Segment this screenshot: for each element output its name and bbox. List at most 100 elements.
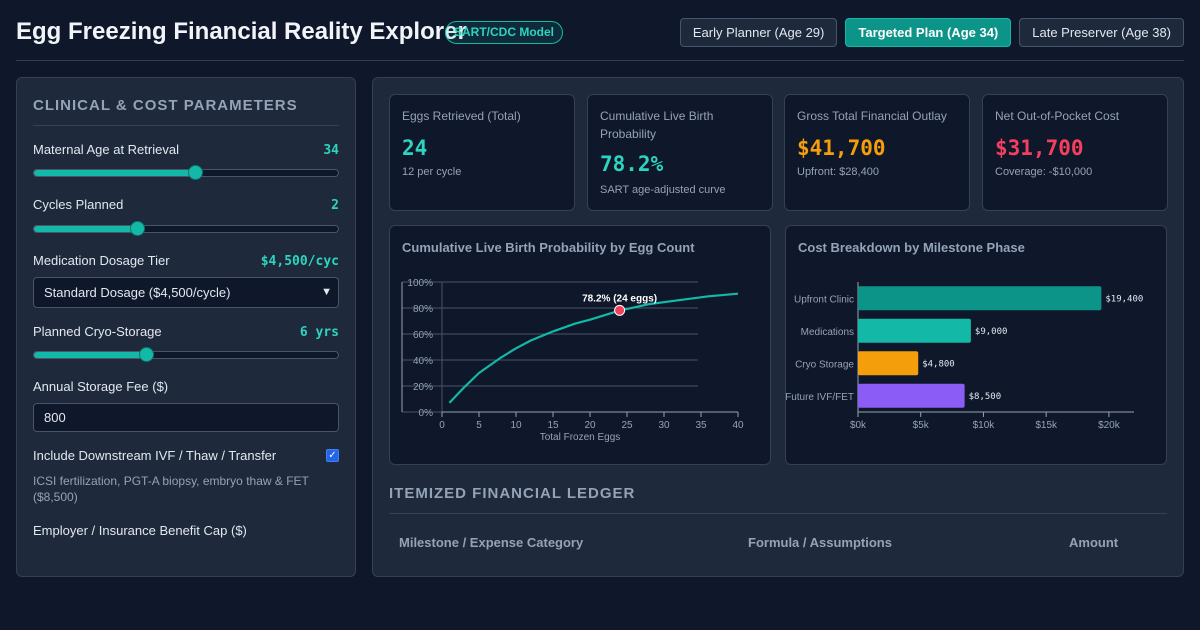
storage-label: Planned Cryo-Storage (33, 324, 162, 339)
y-tick-label: 0% (419, 408, 434, 419)
cycles-slider-fill (34, 226, 138, 232)
downstream-label: Include Downstream IVF / Thaw / Transfer (33, 448, 277, 463)
divider (389, 513, 1167, 514)
x-tick-label: 35 (695, 420, 707, 431)
medication-label: Medication Dosage Tier (33, 253, 170, 268)
x-tick-label: 25 (621, 420, 633, 431)
card-subtext: SART age-adjusted curve (600, 184, 726, 196)
benefit-label: Employer / Insurance Benefit Cap ($) (33, 523, 247, 538)
storage-slider-thumb[interactable] (139, 347, 155, 362)
cost-breakdown-chart-title: Cost Breakdown by Milestone Phase (798, 240, 1025, 255)
x-tick-label: 10 (510, 420, 522, 431)
storage-slider[interactable] (33, 347, 339, 362)
card-label: Cumulative Live Birth Probability (600, 109, 714, 141)
x-tick-label: $0k (850, 420, 867, 431)
highlight-label: 78.2% (24 eggs) (582, 293, 657, 304)
card-label: Gross Total Financial Outlay (797, 109, 947, 123)
probability-chart-title: Cumulative Live Birth Probability by Egg… (402, 240, 695, 255)
storage-value: 6 yrs (299, 325, 339, 340)
card-subtext: Coverage: -$10,000 (995, 166, 1093, 178)
ledger-header-category[interactable]: Milestone / Expense Category (399, 535, 584, 550)
card-value: $31,700 (995, 136, 1084, 160)
cycles-slider[interactable] (33, 221, 339, 236)
x-axis-label: Total Frozen Eggs (540, 432, 621, 443)
medication-value: $4,500/cyc (260, 254, 339, 269)
card-value: 78.2% (600, 152, 664, 176)
bar-value-label: $9,000 (975, 327, 1008, 337)
preset-late-preserver-button[interactable]: Late Preserver (Age 38) (1019, 18, 1184, 47)
age-value: 34 (323, 143, 339, 158)
cost-bar (858, 351, 919, 376)
gross-outlay-card: Gross Total Financial Outlay $41,700 Upf… (784, 94, 970, 211)
storage-fee-label: Annual Storage Fee ($) (33, 379, 169, 394)
preset-early-planner-button[interactable]: Early Planner (Age 29) (679, 18, 838, 47)
card-value: 24 (402, 136, 428, 160)
category-label: Future IVF/FET (786, 392, 854, 403)
x-tick-label: $10k (973, 420, 996, 431)
results-panel: Eggs Retrieved (Total) 24 12 per cycle C… (372, 77, 1184, 577)
x-tick-label: $5k (913, 420, 930, 431)
downstream-checkbox[interactable]: ✓ (326, 449, 339, 462)
page-title: Egg Freezing Financial Reality Explorer (16, 18, 467, 45)
eggs-retrieved-card: Eggs Retrieved (Total) 24 12 per cycle (389, 94, 575, 211)
cost-breakdown-chart: Upfront Clinic $19,400 Medications $9,000 Cr… (786, 282, 1143, 431)
card-value: $41,700 (797, 136, 886, 160)
cost-bar (858, 318, 971, 343)
card-subtext: Upfront: $28,400 (797, 166, 879, 178)
x-tick-label: 0 (439, 420, 445, 431)
preset-targeted-plan-button[interactable]: Targeted Plan (Age 34) (845, 18, 1012, 47)
y-tick-label: 60% (413, 330, 433, 341)
bar-value-label: $19,400 (1105, 294, 1143, 304)
preset-group: Early Planner (Age 29) Targeted Plan (Ag… (679, 18, 1184, 47)
x-tick-label: 20 (584, 420, 596, 431)
card-label: Eggs Retrieved (Total) (402, 109, 521, 123)
y-tick-label: 40% (413, 356, 433, 367)
medication-selected-option: Standard Dosage ($4,500/cycle) (44, 285, 231, 300)
live-birth-probability-card: Cumulative Live Birth Probability 78.2% … (587, 94, 773, 211)
cost-bar (858, 286, 1102, 311)
ledger-header-formula[interactable]: Formula / Assumptions (748, 535, 892, 550)
net-out-of-pocket-card: Net Out-of-Pocket Cost $31,700 Coverage:… (982, 94, 1168, 211)
x-tick-label: 30 (658, 420, 670, 431)
card-subtext: 12 per cycle (402, 166, 462, 178)
downstream-hint: ICSI fertilization, PGT-A biopsy, embryo… (33, 474, 309, 504)
model-badge: SART/CDC Model (445, 21, 563, 44)
ledger-title: ITEMIZED FINANCIAL LEDGER (389, 485, 636, 502)
y-tick-label: 100% (407, 278, 433, 289)
x-tick-label: $20k (1098, 420, 1121, 431)
ledger-header-amount[interactable]: Amount (1069, 535, 1119, 550)
cycles-label: Cycles Planned (33, 197, 124, 212)
age-slider-thumb[interactable] (188, 165, 204, 180)
storage-fee-input[interactable]: 800 (33, 403, 339, 432)
probability-chart: 0% 20% 40% 60% 80% 100% 0 5 10 15 20 25 30 35 40 Total … (401, 278, 744, 443)
medication-select[interactable]: Standard Dosage ($4,500/cycle) ▼ (33, 277, 339, 308)
parameters-title: CLINICAL & COST PARAMETERS (33, 97, 298, 114)
probability-chart-card: Cumulative Live Birth Probability by Egg… (389, 225, 771, 465)
bar-value-label: $8,500 (969, 392, 1002, 402)
age-slider-fill (34, 170, 196, 176)
category-label: Upfront Clinic (794, 294, 854, 305)
x-tick-label: $15k (1035, 420, 1058, 431)
cost-bar (858, 383, 965, 408)
age-slider[interactable] (33, 165, 339, 180)
category-label: Cryo Storage (795, 359, 854, 370)
card-label: Net Out-of-Pocket Cost (995, 109, 1120, 123)
chevron-down-icon: ▼ (321, 286, 332, 298)
age-label: Maternal Age at Retrieval (33, 142, 179, 157)
parameters-panel: CLINICAL & COST PARAMETERS Maternal Age … (16, 77, 356, 577)
x-tick-label: 15 (547, 420, 559, 431)
x-tick-label: 5 (476, 420, 482, 431)
y-tick-label: 20% (413, 382, 433, 393)
category-label: Medications (801, 327, 854, 338)
highlight-point (614, 304, 626, 316)
y-tick-label: 80% (413, 304, 433, 315)
cost-breakdown-chart-card: Cost Breakdown by Milestone Phase Upfron… (785, 225, 1167, 465)
storage-slider-fill (34, 352, 147, 358)
divider (33, 125, 339, 126)
x-tick-label: 40 (732, 420, 744, 431)
bar-value-label: $4,800 (922, 359, 955, 369)
app-header: Egg Freezing Financial Reality Explorer … (16, 0, 1184, 61)
cycles-value: 2 (331, 198, 339, 213)
probability-series-line (448, 292, 739, 404)
cycles-slider-thumb[interactable] (130, 221, 146, 236)
